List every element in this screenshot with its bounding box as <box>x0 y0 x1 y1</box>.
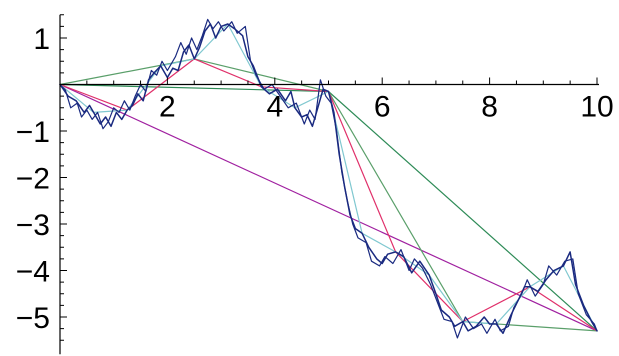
series-line-7 <box>59 18 598 339</box>
x-tick-label: 2 <box>159 91 176 124</box>
y-tick-label: −3 <box>16 209 50 242</box>
y-tick-label: −4 <box>16 256 50 289</box>
series-line-5 <box>59 23 598 332</box>
x-tick-label: 10 <box>580 91 613 124</box>
y-tick-label: −2 <box>16 163 50 196</box>
y-tick-label: −1 <box>16 116 50 149</box>
x-tick-label: 8 <box>481 91 498 124</box>
series-line-6 <box>59 23 598 335</box>
series-line-1 <box>59 83 598 332</box>
axes: 2 4 6 8 10 1 −1 −2 −3 −4 −5 <box>16 14 614 355</box>
y-tick-label: 1 <box>33 23 50 56</box>
series-layer <box>59 18 598 339</box>
x-tick-label: 6 <box>374 91 391 124</box>
y-tick-label: −5 <box>16 302 50 335</box>
x-tick-label: 4 <box>266 91 283 124</box>
